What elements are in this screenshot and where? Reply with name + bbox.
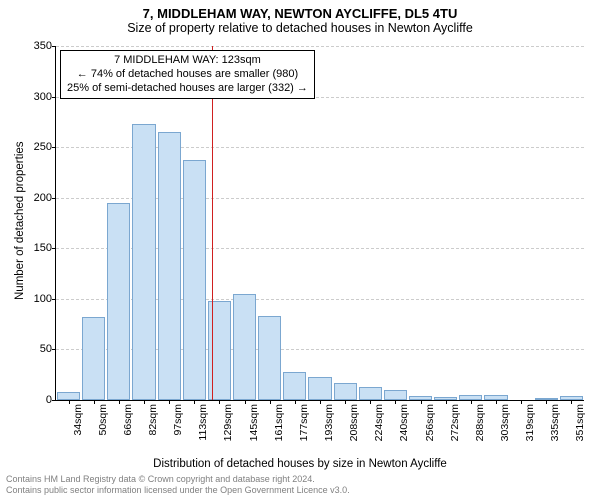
x-tickmark [421,400,422,404]
x-tick-label: 50sqm [97,404,109,436]
x-tickmark [345,400,346,404]
annotation-box: 7 MIDDLEHAM WAY: 123sqm← 74% of detached… [60,50,315,99]
y-tick-label: 150 [34,242,52,254]
histogram-bar [258,316,281,400]
x-tickmark [521,400,522,404]
x-tick-label: 256sqm [424,404,436,441]
x-tick-label: 177sqm [298,404,310,441]
x-tickmark [169,400,170,404]
y-axis-label: Number of detached properties [14,141,26,300]
y-tickmark [52,299,56,300]
x-tickmark [94,400,95,404]
x-axis-label: Distribution of detached houses by size … [0,458,600,470]
y-tickmark [52,198,56,199]
y-tickmark [52,46,56,47]
y-tick-label: 50 [40,343,52,355]
x-tickmark [194,400,195,404]
histogram-bar [334,383,357,400]
y-tickmark [52,248,56,249]
x-tickmark [219,400,220,404]
x-tickmark [119,400,120,404]
x-tick-label: 34sqm [72,404,84,436]
annotation-line1: 7 MIDDLEHAM WAY: 123sqm [67,54,308,68]
x-tick-label: 66sqm [122,404,134,436]
histogram-bar [308,377,331,400]
x-tickmark [144,400,145,404]
x-tickmark [546,400,547,404]
y-tick-label: 300 [34,91,52,103]
x-tickmark [370,400,371,404]
x-tick-label: 145sqm [248,404,260,441]
histogram-bar [233,294,256,400]
histogram-bar [82,317,105,400]
x-tickmark [270,400,271,404]
annotation-line2: ← 74% of detached houses are smaller (98… [67,68,308,82]
footer-line2: Contains public sector information licen… [6,485,350,496]
x-tick-label: 97sqm [172,404,184,436]
y-tick-label: 350 [34,40,52,52]
x-tickmark [245,400,246,404]
x-tick-label: 303sqm [499,404,511,441]
x-tick-label: 288sqm [474,404,486,441]
histogram-bar [158,132,181,400]
gridline [56,46,584,47]
x-tick-label: 335sqm [549,404,561,441]
histogram-bar [384,390,407,400]
y-tickmark [52,97,56,98]
x-tick-label: 129sqm [222,404,234,441]
y-tickmark [52,147,56,148]
x-tickmark [571,400,572,404]
footer-line1: Contains HM Land Registry data © Crown c… [6,474,350,485]
x-tick-label: 161sqm [273,404,285,441]
chart-subtitle: Size of property relative to detached ho… [0,21,600,37]
histogram-bar [132,124,155,400]
x-tick-label: 224sqm [373,404,385,441]
histogram-bar [107,203,130,400]
x-tick-label: 208sqm [348,404,360,441]
y-tick-label: 250 [34,141,52,153]
x-tickmark [395,400,396,404]
x-tickmark [320,400,321,404]
x-tickmark [295,400,296,404]
x-tickmark [471,400,472,404]
x-tick-label: 351sqm [574,404,586,441]
x-tick-label: 272sqm [449,404,461,441]
y-tickmark [52,400,56,401]
y-tick-label: 200 [34,192,52,204]
x-tickmark [496,400,497,404]
x-tick-label: 240sqm [398,404,410,441]
x-tick-label: 319sqm [524,404,536,441]
plot-area: 05010015020025030035034sqm50sqm66sqm82sq… [55,46,584,401]
y-tick-label: 100 [34,293,52,305]
x-tick-label: 82sqm [147,404,159,436]
y-tick-label: 0 [46,394,52,406]
x-tickmark [69,400,70,404]
histogram-bar [183,160,206,400]
y-tickmark [52,349,56,350]
histogram-bar [57,392,80,400]
footer-attribution: Contains HM Land Registry data © Crown c… [6,474,350,496]
x-tick-label: 113sqm [197,404,209,441]
x-tick-label: 193sqm [323,404,335,441]
annotation-line3: 25% of semi-detached houses are larger (… [67,82,308,96]
chart-title: 7, MIDDLEHAM WAY, NEWTON AYCLIFFE, DL5 4… [0,0,600,21]
histogram-bar [359,387,382,400]
x-tickmark [446,400,447,404]
histogram-bar [283,372,306,400]
